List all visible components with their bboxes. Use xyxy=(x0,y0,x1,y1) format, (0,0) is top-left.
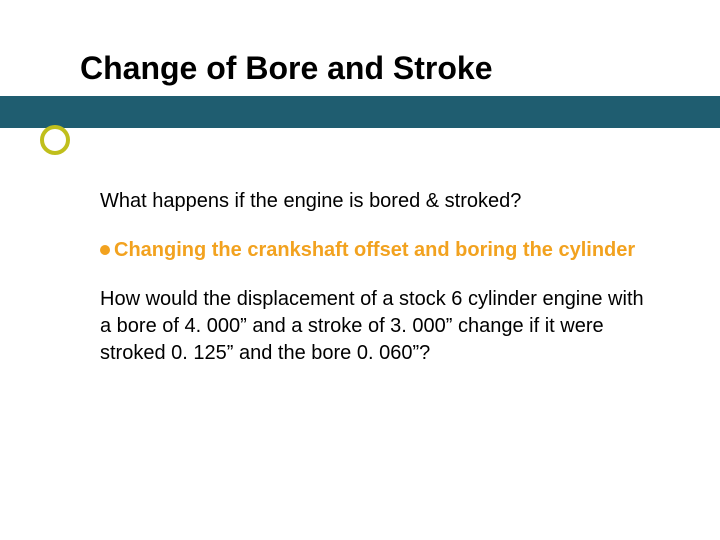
title-underline-bar xyxy=(0,96,720,128)
question-1: What happens if the engine is bored & st… xyxy=(100,188,660,215)
answer-lead: Changing xyxy=(114,239,206,261)
bullet-icon xyxy=(100,245,110,255)
slide-body: What happens if the engine is bored & st… xyxy=(100,188,660,389)
answer-line: Changing the crankshaft offset and borin… xyxy=(100,237,660,264)
slide: Change of Bore and Stroke What happens i… xyxy=(0,0,720,540)
accent-ring-icon xyxy=(40,125,70,155)
slide-title: Change of Bore and Stroke xyxy=(80,50,493,87)
question-2: How would the displacement of a stock 6 … xyxy=(100,286,660,367)
answer-rest: the crankshaft offset and boring the cyl… xyxy=(206,239,635,261)
